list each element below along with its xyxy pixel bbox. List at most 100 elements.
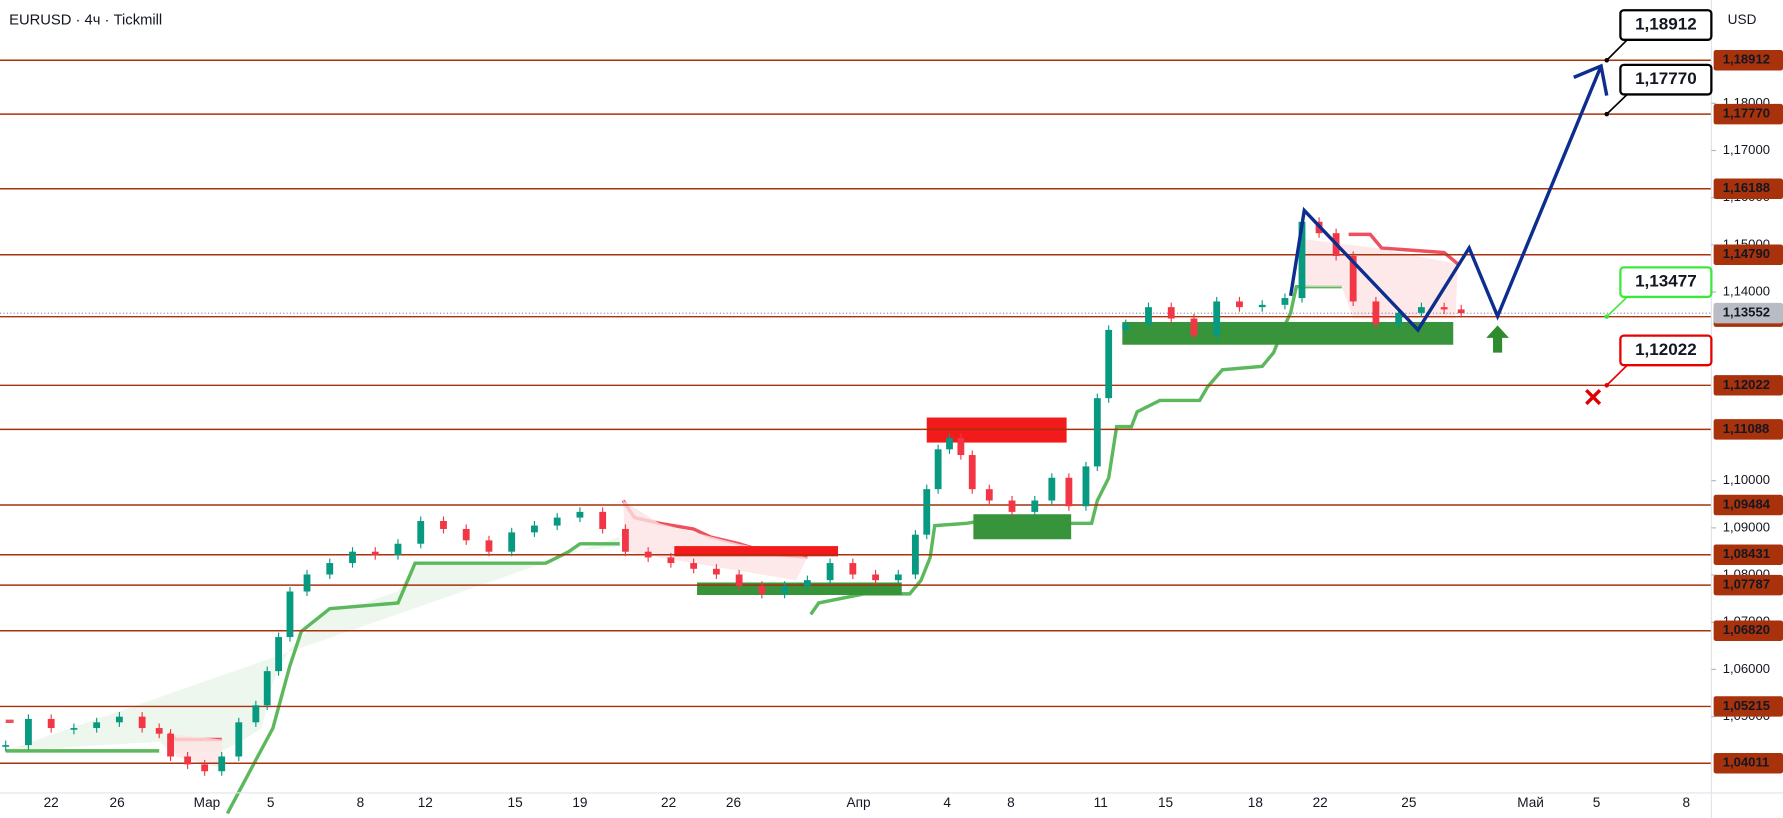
candle <box>985 489 993 501</box>
price-tag-label: 1,14790 <box>1723 246 1770 261</box>
x-tick-label: 22 <box>661 795 676 810</box>
candle <box>644 551 652 558</box>
candle <box>201 764 209 772</box>
candle <box>349 551 356 564</box>
price-tag <box>1713 178 1783 200</box>
price-tag <box>1713 544 1783 565</box>
callout-label: 1,13477 <box>1635 272 1697 291</box>
trend-line-down <box>1348 232 1459 266</box>
callout-box <box>1619 9 1713 41</box>
callout-box <box>1619 334 1713 367</box>
candle <box>957 437 965 456</box>
candle <box>1440 307 1448 310</box>
price-tag <box>1713 752 1783 774</box>
x-tick-label: Мар <box>194 795 221 810</box>
callout-label: 1,18912 <box>1635 15 1697 34</box>
candle <box>934 449 942 490</box>
x-tick-label: Май <box>1517 795 1544 810</box>
trend-line-up <box>5 542 620 815</box>
currency-label: USD <box>1728 12 1757 27</box>
candle <box>622 528 629 552</box>
candle <box>275 637 283 672</box>
x-tick-label: 5 <box>267 795 275 810</box>
candle <box>93 722 101 729</box>
candle <box>735 574 743 586</box>
resistance-zone <box>674 546 839 557</box>
candle <box>968 455 976 490</box>
price-tag-label: 1,04011 <box>1723 755 1770 770</box>
x-tick-label: Апр <box>847 795 871 810</box>
price-tag <box>1713 302 1783 324</box>
candle <box>1082 466 1090 507</box>
candle <box>1008 500 1016 512</box>
candle <box>1105 329 1113 399</box>
x-tick-label: 4 <box>943 795 951 810</box>
candle <box>326 563 334 575</box>
candle <box>508 532 516 552</box>
candle <box>923 489 931 535</box>
callout-point <box>1604 58 1610 63</box>
price-tag-label: 1,07787 <box>1723 577 1770 592</box>
candle <box>576 511 584 518</box>
candle <box>1281 298 1289 305</box>
candle <box>599 511 607 529</box>
trend-fill <box>5 534 626 751</box>
candle <box>1190 318 1198 336</box>
candle <box>138 716 146 729</box>
x-tick-label: 22 <box>1313 795 1328 810</box>
candle <box>946 437 953 450</box>
candle <box>167 733 174 757</box>
y-tick-label: 1,06000 <box>1723 661 1770 676</box>
candle <box>1417 307 1425 313</box>
price-tag <box>1713 375 1783 396</box>
callout-point <box>1604 314 1610 319</box>
candle <box>235 722 243 757</box>
price-tag <box>1713 574 1783 596</box>
forecast <box>1288 63 1609 406</box>
candle <box>1457 309 1465 314</box>
callout-point <box>1604 383 1610 388</box>
candle <box>553 517 561 526</box>
price-tag <box>1713 50 1783 71</box>
forecast-path <box>1288 65 1603 333</box>
price-tag-label: 1,18912 <box>1723 52 1770 67</box>
callout-box <box>1619 266 1713 299</box>
candle <box>70 728 78 730</box>
candle <box>894 574 902 581</box>
trend-line-up <box>809 284 1342 616</box>
candle <box>667 557 675 564</box>
candle <box>1048 477 1056 501</box>
support-zone <box>1122 321 1454 345</box>
candle <box>826 563 834 581</box>
price-tag <box>1713 419 1783 440</box>
price-tag-label: 1,06820 <box>1723 622 1770 637</box>
support-zone <box>973 514 1072 540</box>
candle <box>218 756 226 772</box>
trend-fill-down <box>1301 238 1458 319</box>
price-tag-label: 1,11088 <box>1723 421 1770 436</box>
candle <box>911 534 919 575</box>
candle <box>1395 312 1403 325</box>
candles <box>2 217 1465 776</box>
candle <box>417 520 425 544</box>
callout-box <box>1619 63 1713 96</box>
x-tick-label: 5 <box>1593 795 1601 810</box>
candle <box>115 716 123 723</box>
candle <box>1093 398 1101 467</box>
price-tag <box>1713 620 1783 641</box>
x-tick-label: 22 <box>44 795 59 810</box>
price-tag <box>1713 696 1783 717</box>
candle <box>849 563 857 575</box>
candle <box>394 543 402 556</box>
x-tick-label: 12 <box>418 795 433 810</box>
price-tag-label: 1,08431 <box>1723 546 1770 561</box>
forecast-arrowhead <box>1573 63 1609 96</box>
candle <box>47 718 55 729</box>
x-tick-label: 19 <box>572 795 587 810</box>
candle <box>1372 301 1380 325</box>
candle <box>485 540 493 552</box>
candle <box>440 520 447 529</box>
